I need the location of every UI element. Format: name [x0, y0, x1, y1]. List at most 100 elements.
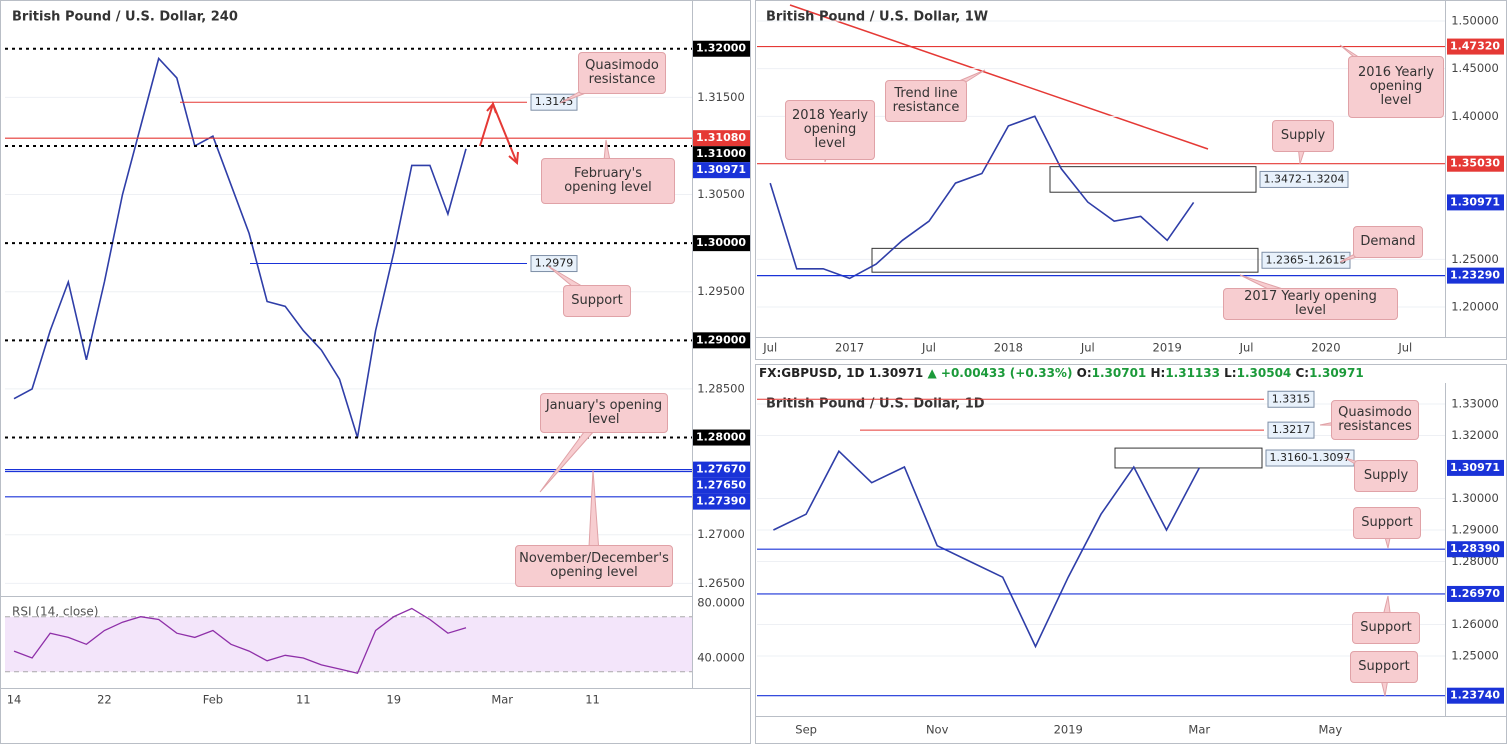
- price-label-box: [693, 429, 750, 446]
- x-tick-label: Jul: [762, 341, 777, 355]
- price-label: 1.30971: [696, 163, 746, 176]
- symbol: FX:GBPUSD, 1D: [759, 366, 865, 380]
- price-label: 1.30000: [696, 236, 746, 249]
- x-tick-label: Mar: [491, 693, 513, 707]
- price-label-box: [1447, 585, 1504, 602]
- marked-level-label: 1.3145: [535, 95, 574, 108]
- ohlc-value: 1.30971: [1309, 366, 1364, 380]
- x-tick-label: Feb: [203, 693, 223, 707]
- price-label-box: [1447, 38, 1504, 55]
- zone-label-box: [1259, 170, 1349, 188]
- panel-frame: [0, 0, 751, 744]
- y-tick-label: 1.30500: [697, 187, 745, 201]
- ohlc-value: 1.30504: [1236, 366, 1292, 380]
- price-label: 1.28000: [696, 431, 746, 444]
- panel-frame: [755, 0, 1507, 360]
- y-tick-label: 1.31500: [697, 90, 745, 104]
- arrows: [479, 101, 519, 166]
- x-tick-label: 19: [386, 693, 401, 707]
- callout: 2016 Yearly opening level: [1348, 56, 1444, 118]
- ohlc-label: H:: [1150, 366, 1166, 380]
- x-tick-label: Nov: [926, 723, 949, 737]
- callout: Demand: [1353, 226, 1423, 258]
- chart-title: British Pound / U.S. Dollar, 240: [12, 10, 238, 25]
- price-label: 1.23290: [1450, 269, 1500, 282]
- marked-level-box: [1267, 390, 1315, 408]
- callout: February's opening level: [541, 158, 675, 204]
- price-line: [773, 449, 1201, 649]
- zone-label: 1.2365-1.2615: [1266, 253, 1347, 266]
- zone: [1049, 166, 1257, 193]
- marked-level-box: [1267, 421, 1315, 439]
- x-tick-label: May: [1318, 723, 1342, 737]
- price-label-box: [693, 235, 750, 252]
- price-label: 1.23740: [1450, 689, 1500, 702]
- price-label-box: [1447, 541, 1504, 558]
- x-tick-label: Jul: [921, 341, 936, 355]
- x-tick-label: Jul: [1239, 341, 1254, 355]
- x-tick-label: 22: [97, 693, 112, 707]
- rsi-tick-label: 40.0000: [697, 651, 745, 665]
- trend-line: [789, 4, 1209, 150]
- price-label: 1.32000: [696, 42, 746, 55]
- x-tick-label: 2019: [1153, 341, 1182, 355]
- price-label-box: [693, 162, 750, 179]
- callout: January's opening level: [540, 393, 668, 433]
- y-tick-label: 1.26500: [697, 576, 745, 590]
- change: +0.00433 (+0.33%): [940, 366, 1073, 380]
- marked-level-label: 1.2979: [535, 257, 574, 270]
- price-label: 1.27670: [696, 463, 746, 476]
- x-tick-label: Sep: [795, 723, 817, 737]
- price-label-box: [1447, 194, 1504, 211]
- y-tick-label: 1.40000: [1451, 109, 1499, 123]
- arrow-path: [479, 101, 518, 164]
- price-label-box: [693, 146, 750, 163]
- ohlc-label: C:: [1295, 366, 1310, 380]
- zone-label-box: [1265, 449, 1355, 467]
- callout: Support: [1352, 612, 1420, 644]
- callout: November/December's opening level: [515, 545, 673, 587]
- price-label-box: [693, 461, 750, 478]
- price-label: 1.31000: [696, 147, 746, 160]
- x-tick-label: Jul: [1397, 341, 1412, 355]
- ohlc-value: 1.31133: [1165, 366, 1220, 380]
- price-label-box: [693, 130, 750, 147]
- marked-level-box: [530, 93, 578, 111]
- panel-frame: [755, 364, 1507, 744]
- y-tick-label: 1.27000: [697, 527, 745, 541]
- y-tick-label: 1.50000: [1451, 14, 1499, 28]
- price-label-box: [1447, 155, 1504, 172]
- last-price: 1.30971: [868, 366, 924, 380]
- y-tick-label: 1.25000: [1451, 648, 1499, 662]
- y-tick-label: 1.29500: [697, 284, 745, 298]
- y-tick-label: 1.45000: [1451, 61, 1499, 75]
- rsi-title: RSI (14, close): [12, 605, 98, 619]
- callout: 2018 Yearly opening level: [785, 100, 875, 160]
- x-tick-label: Jul: [1080, 341, 1095, 355]
- x-tick-label: 2020: [1311, 341, 1340, 355]
- zone: [871, 247, 1259, 273]
- x-tick-label: 2017: [835, 341, 864, 355]
- x-tick-label: 2018: [994, 341, 1023, 355]
- y-tick-label: 1.28000: [1451, 554, 1499, 568]
- x-tick-label: 11: [296, 693, 311, 707]
- price-label-box: [1447, 267, 1504, 284]
- price-label: 1.28390: [1450, 542, 1500, 555]
- rsi-tick-label: 80.0000: [697, 595, 745, 609]
- rsi-line: [13, 607, 467, 674]
- ohlc-label: O:: [1076, 366, 1092, 380]
- x-tick-label: Mar: [1188, 723, 1210, 737]
- chart-title: British Pound / U.S. Dollar, 1D: [766, 397, 985, 412]
- arrow-head: [486, 102, 497, 114]
- callout: Trend line resistance: [885, 80, 967, 122]
- zone-label-box: [1261, 251, 1351, 269]
- y-tick-label: 1.28500: [697, 381, 745, 395]
- price-label-box: [693, 40, 750, 57]
- callout: Support: [1350, 651, 1418, 683]
- marked-level-label: 1.3217: [1272, 423, 1311, 436]
- chart-title: British Pound / U.S. Dollar, 1W: [766, 10, 988, 25]
- y-tick-label: 1.30000: [1451, 491, 1499, 505]
- y-tick-label: 1.26000: [1451, 617, 1499, 631]
- callout: Supply: [1272, 120, 1334, 152]
